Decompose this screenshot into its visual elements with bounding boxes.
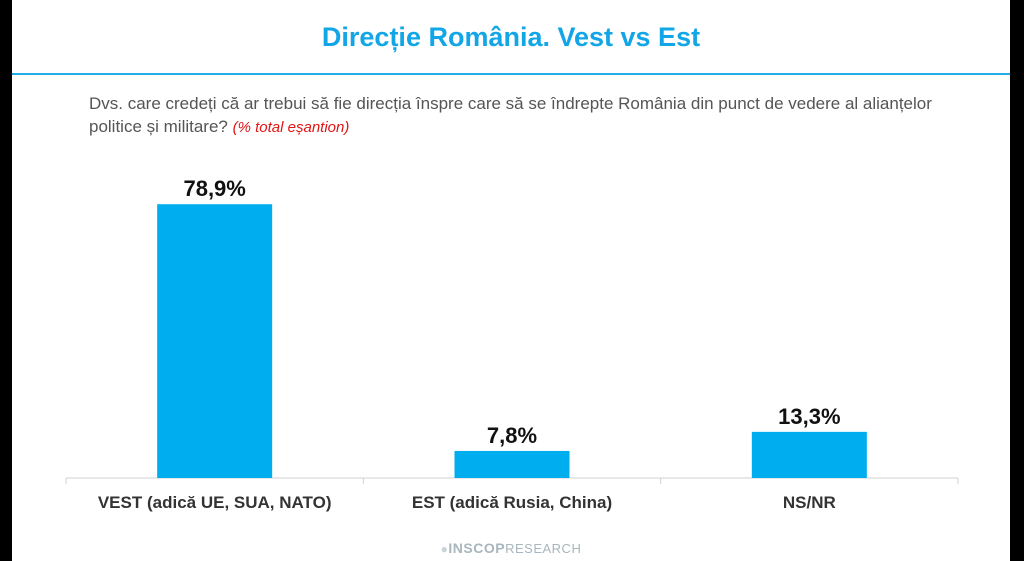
bar [454, 450, 570, 478]
question-text: Dvs. care credeți că ar trebui să fie di… [89, 92, 959, 139]
question-note: (% total eșantion) [232, 119, 350, 136]
question-body: Dvs. care credeți că ar trebui să fie di… [89, 94, 932, 136]
bar-chart: 78,9% VEST (adică UE, SUA, NATO) 7,8% EST (… [65, 176, 959, 512]
bar-value-label: 13,3% [778, 404, 840, 429]
bar [751, 431, 867, 478]
bar-value-label: 78,9% [183, 176, 245, 201]
logo-suffix: RESEARCH [505, 541, 582, 556]
x-tick-label: EST (adică Rusia, China) [412, 493, 612, 512]
logo-brand: INSCOP [448, 540, 506, 556]
bar [157, 204, 273, 479]
bar-value-label: 7,8% [487, 423, 537, 448]
title-divider [12, 73, 1010, 75]
slide: Direcție România. Vest vs Est Dvs. care … [12, 0, 1010, 561]
inscop-logo: ●INSCOPRESEARCH [12, 540, 1010, 556]
x-tick-label: NS/NR [783, 493, 836, 512]
logo-mark-icon: ● [440, 542, 449, 556]
x-tick-label: VEST (adică UE, SUA, NATO) [98, 493, 332, 512]
page-title: Direcție România. Vest vs Est [321, 22, 701, 52]
